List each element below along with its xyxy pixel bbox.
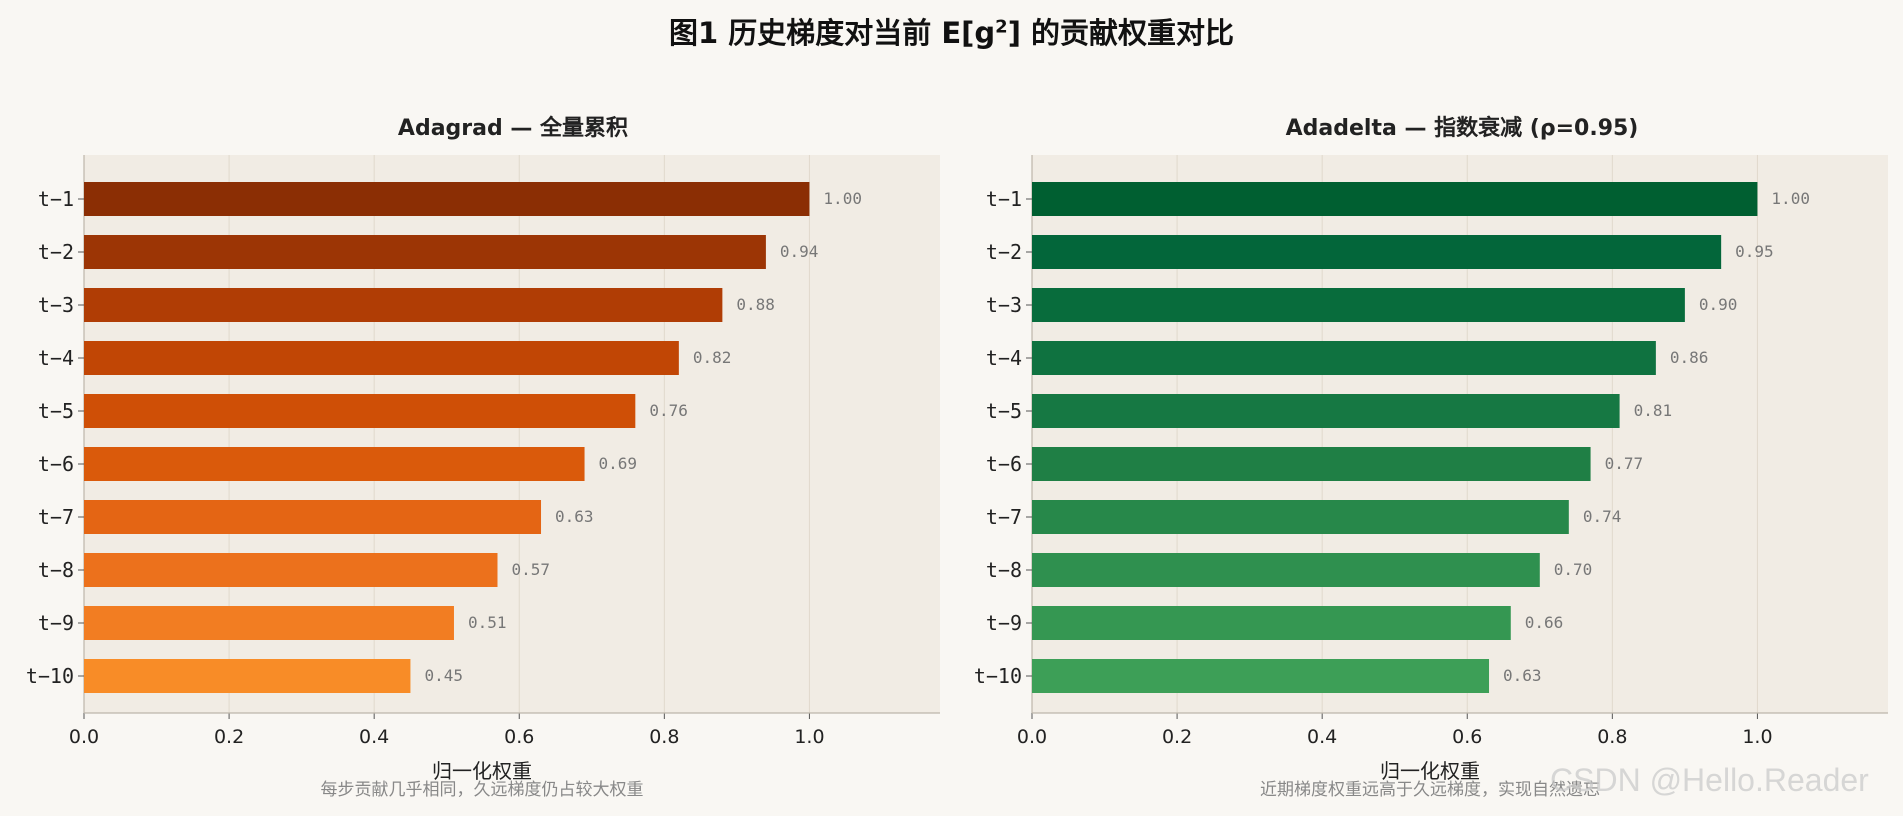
left-y-tick-label: t−3 [38, 293, 74, 317]
right-value-label: 0.95 [1735, 242, 1774, 261]
left-subcaption: 每步贡献几乎相同，久远梯度仍占较大权重 [321, 780, 644, 800]
right-bar [1032, 447, 1591, 481]
right-value-label: 0.90 [1699, 295, 1738, 314]
left-panel-title: Adagrad — 全量累积 [397, 116, 629, 141]
left-x-tick-label: 0.4 [359, 726, 389, 748]
left-y-tick-label: t−1 [38, 187, 74, 211]
right-subcaption: 近期梯度权重远高于久远梯度，实现自然遗忘 [1260, 780, 1600, 800]
left-bar [84, 553, 498, 587]
left-value-label: 0.57 [511, 560, 550, 579]
left-x-tick-label: 0.6 [504, 726, 534, 748]
left-x-tick-label: 0.2 [214, 726, 244, 748]
right-x-tick-label: 0.0 [1017, 726, 1047, 748]
left-value-label: 0.88 [736, 295, 775, 314]
left-value-label: 0.82 [693, 348, 732, 367]
right-y-tick-label: t−2 [986, 240, 1022, 264]
right-value-label: 0.70 [1554, 560, 1593, 579]
right-y-tick-label: t−1 [986, 187, 1022, 211]
left-y-tick-label: t−10 [26, 664, 74, 688]
right-bar [1032, 553, 1540, 587]
right-x-tick-label: 0.2 [1162, 726, 1192, 748]
left-y-tick-label: t−7 [38, 505, 74, 529]
right-bar [1032, 659, 1490, 693]
right-bar [1032, 288, 1685, 322]
right-bar [1032, 500, 1569, 534]
right-value-label: 0.63 [1503, 666, 1542, 685]
right-value-label: 0.66 [1525, 613, 1564, 632]
left-bar [84, 394, 636, 428]
right-y-tick-label: t−3 [986, 293, 1022, 317]
right-bar [1032, 606, 1511, 640]
right-value-label: 1.00 [1771, 189, 1810, 208]
left-value-label: 1.00 [823, 189, 862, 208]
left-bar [84, 235, 766, 269]
right-y-tick-label: t−9 [986, 611, 1022, 635]
right-bar [1032, 235, 1722, 269]
left-bar [84, 288, 723, 322]
right-y-tick-label: t−5 [986, 399, 1022, 423]
left-value-label: 0.76 [649, 401, 688, 420]
left-value-label: 0.45 [424, 666, 463, 685]
right-value-label: 0.86 [1670, 348, 1709, 367]
figure-title: 图1 历史梯度对当前 E[g2] 的贡献权重对比 [0, 10, 1903, 52]
left-bar [84, 182, 810, 216]
right-x-tick-label: 0.4 [1307, 726, 1337, 748]
right-x-tick-label: 0.8 [1597, 726, 1627, 748]
left-bar [84, 659, 411, 693]
right-value-label: 0.81 [1634, 401, 1673, 420]
figure-title-superscript: 2 [995, 16, 1008, 38]
right-y-tick-label: t−6 [986, 452, 1022, 476]
right-value-label: 0.77 [1605, 454, 1644, 473]
left-bar [84, 341, 679, 375]
watermark: CSDN @Hello.Reader [1550, 762, 1869, 798]
left-bar [84, 447, 585, 481]
figure-title-prefix: 图1 历史梯度对当前 E[g [668, 16, 996, 50]
right-y-tick-label: t−7 [986, 505, 1022, 529]
right-panel-title: Adadelta — 指数衰减 (ρ=0.95) [1285, 116, 1639, 141]
left-value-label: 0.94 [780, 242, 819, 261]
right-value-label: 0.74 [1583, 507, 1622, 526]
left-y-tick-label: t−9 [38, 611, 74, 635]
right-x-tick-label: 0.6 [1452, 726, 1482, 748]
left-y-tick-label: t−6 [38, 452, 74, 476]
left-x-axis-label: 归一化权重 [432, 759, 532, 783]
left-x-tick-label: 0.8 [649, 726, 679, 748]
left-y-tick-label: t−8 [38, 558, 74, 582]
right-y-tick-label: t−10 [974, 664, 1022, 688]
left-y-tick-label: t−5 [38, 399, 74, 423]
left-y-tick-label: t−4 [38, 346, 74, 370]
left-value-label: 0.69 [599, 454, 638, 473]
right-y-tick-label: t−4 [986, 346, 1022, 370]
right-x-tick-label: 1.0 [1742, 726, 1772, 748]
left-value-label: 0.63 [555, 507, 594, 526]
left-bar [84, 606, 454, 640]
left-x-tick-label: 1.0 [794, 726, 824, 748]
left-x-tick-label: 0.0 [69, 726, 99, 748]
right-x-axis-label: 归一化权重 [1380, 759, 1480, 783]
left-value-label: 0.51 [468, 613, 507, 632]
left-y-tick-label: t−2 [38, 240, 74, 264]
right-bar [1032, 341, 1656, 375]
figure-title-suffix: ] 的贡献权重对比 [1007, 16, 1235, 50]
right-y-tick-label: t−8 [986, 558, 1022, 582]
right-bar [1032, 182, 1758, 216]
left-bar [84, 500, 542, 534]
right-bar [1032, 394, 1620, 428]
